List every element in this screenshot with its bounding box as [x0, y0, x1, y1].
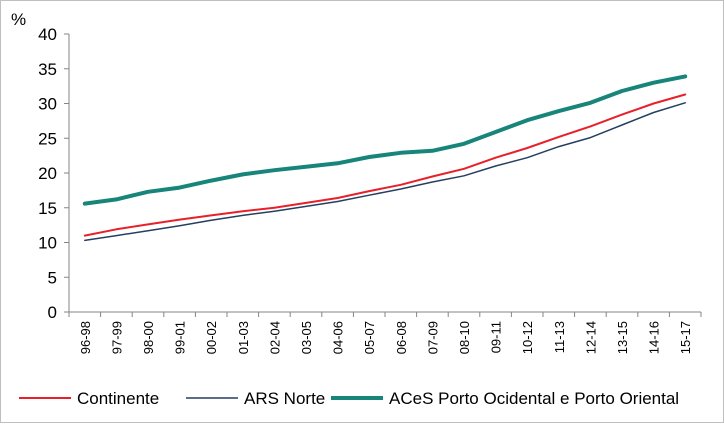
- x-tick-label: 11-13: [552, 321, 567, 353]
- y-axis-ticks: 0 5 10 15 20 25 30 35 40: [38, 25, 69, 322]
- x-tick-label: 02-04: [267, 321, 282, 354]
- legend: Continente ARS Norte ACeS Porto Ocidental …: [19, 389, 679, 408]
- x-tick-label: 98-00: [141, 321, 156, 354]
- series-line-3: [85, 76, 685, 203]
- x-tick-label: 10-12: [520, 321, 535, 354]
- y-tick-label: 15: [38, 199, 57, 218]
- x-tick-label: 15-17: [678, 321, 693, 354]
- x-tick-label: 00-02: [204, 321, 219, 354]
- y-tick-label: 5: [48, 268, 57, 287]
- legend-label: ARS Norte: [244, 389, 325, 408]
- x-tick-label: 06-08: [394, 321, 409, 354]
- x-tick-label: 99-01: [173, 321, 188, 354]
- x-tick-label: 08-10: [457, 321, 472, 354]
- x-tick-label: 13-15: [615, 321, 630, 354]
- x-tick-label: 97-99: [109, 321, 124, 354]
- axes: [69, 34, 701, 312]
- legend-label: ACeS Porto Ocidental e Porto Oriental: [389, 389, 679, 408]
- x-tick-label: 12-14: [583, 321, 598, 354]
- x-tick-label: 07-09: [425, 321, 440, 354]
- x-tick-label: 03-05: [299, 321, 314, 354]
- y-tick-label: 0: [48, 303, 57, 322]
- y-tick-label: 20: [38, 164, 57, 183]
- x-tick-label: 96-98: [78, 321, 93, 354]
- y-tick-label: 25: [38, 129, 57, 148]
- x-tick-label: 04-06: [331, 321, 346, 354]
- legend-label: Continente: [77, 389, 159, 408]
- x-tick-label: 05-07: [362, 321, 377, 354]
- series-line-1: [85, 95, 685, 236]
- y-tick-label: 35: [38, 60, 57, 79]
- y-tick-label: 10: [38, 234, 57, 253]
- y-axis-label: %: [11, 10, 26, 29]
- series-lines: [85, 76, 685, 240]
- x-axis-ticks: 96-98 97-99 98-00 99-01 00-02 01-03 02-04 03-05…: [69, 312, 701, 354]
- y-tick-label: 40: [38, 25, 57, 44]
- x-tick-label: 01-03: [236, 321, 251, 354]
- x-tick-label: 14-16: [647, 321, 662, 354]
- y-tick-label: 30: [38, 95, 57, 114]
- x-tick-label: 09-11: [489, 321, 504, 353]
